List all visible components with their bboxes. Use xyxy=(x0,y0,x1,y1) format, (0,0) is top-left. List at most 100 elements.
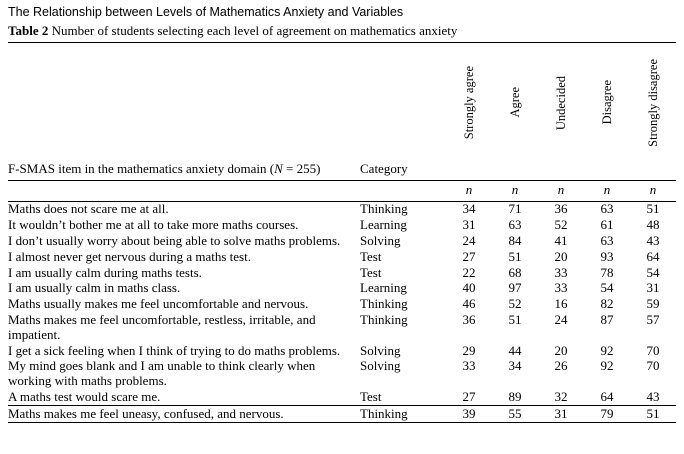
table-row: Maths makes me feel uneasy, confused, an… xyxy=(8,405,676,423)
column-header-item: F-SMAS item in the mathematics anxiety d… xyxy=(8,42,360,181)
count-symbol: n xyxy=(492,180,538,202)
anxiety-table: F-SMAS item in the mathematics anxiety d… xyxy=(8,42,676,424)
count-value: 64 xyxy=(600,389,614,405)
table-body: Maths does not scare me at all. Thinking 3… xyxy=(8,201,676,423)
count-value: 97 xyxy=(508,280,522,296)
table-row: Maths makes me feel uncomfortable, restl… xyxy=(8,312,676,344)
category-text: Solving xyxy=(360,232,401,248)
category-text: Thinking xyxy=(360,201,408,217)
count-value: 70 xyxy=(646,342,660,358)
count-value: 29 xyxy=(462,342,476,358)
count-symbol: n xyxy=(584,180,630,202)
count-value: 55 xyxy=(492,405,538,423)
category-text: Thinking xyxy=(360,312,408,327)
column-header-disagree: Disagree xyxy=(584,42,630,181)
rotated-label: Strongly disagree xyxy=(645,58,660,147)
count-symbol: n xyxy=(446,180,492,202)
table-caption-text: Number of students selecting each level … xyxy=(51,23,458,38)
item-text: I am usually calm in maths class. xyxy=(8,280,181,296)
column-header-strongly-disagree: Strongly disagree xyxy=(630,42,676,181)
category-text: Solving xyxy=(360,358,401,374)
category-text: Test xyxy=(360,248,382,264)
item-text: Maths does not scare me at all. xyxy=(8,201,169,217)
count-value: 93 xyxy=(600,248,614,264)
item-text: My mind goes blank and I am unable to th… xyxy=(8,358,316,389)
count-value: 84 xyxy=(508,232,522,248)
count-value: 52 xyxy=(508,296,522,312)
table-row: It wouldn’t bother me at all to take mor… xyxy=(8,217,676,234)
count-value: 33 xyxy=(554,264,568,280)
item-header-prefix: F-SMAS item in the mathematics anxiety d… xyxy=(8,161,275,177)
count-value: 27 xyxy=(462,389,476,405)
item-text: I almost never get nervous during a math… xyxy=(8,248,251,264)
count-value: 61 xyxy=(600,217,614,233)
category-text: Test xyxy=(360,389,382,405)
category-text: Learning xyxy=(360,217,407,233)
count-symbol: n xyxy=(538,180,584,202)
table-caption: Table 2 Number of students selecting eac… xyxy=(8,23,676,42)
count-value: 52 xyxy=(554,217,568,233)
count-value: 36 xyxy=(462,312,476,327)
table-row: Maths usually makes me feel uncomfortabl… xyxy=(8,296,676,313)
count-value: 78 xyxy=(600,264,614,280)
count-symbol-row: n n n n n xyxy=(8,180,676,202)
table-row: My mind goes blank and I am unable to th… xyxy=(8,359,676,390)
count-value: 26 xyxy=(554,358,568,374)
count-value: 51 xyxy=(508,248,522,264)
column-header-agree: Agree xyxy=(492,42,538,181)
table-row: I get a sick feeling when I think of try… xyxy=(8,343,676,359)
column-header-undecided: Undecided xyxy=(538,42,584,181)
item-text: Maths makes me feel uncomfortable, restl… xyxy=(8,312,316,342)
category-text: Test xyxy=(360,264,382,280)
count-value: 34 xyxy=(508,358,522,374)
count-value: 51 xyxy=(508,312,522,327)
count-value: 71 xyxy=(508,201,522,217)
count-value: 92 xyxy=(600,358,614,374)
count-value: 82 xyxy=(600,296,614,312)
item-text: I get a sick feeling when I think of try… xyxy=(8,342,341,358)
table-row: A maths test would scare me. Test 27 89 32 64… xyxy=(8,389,676,406)
count-value: 79 xyxy=(584,405,630,423)
category-text: Learning xyxy=(360,280,407,296)
rotated-label: Undecided xyxy=(553,75,568,130)
count-value: 33 xyxy=(554,280,568,296)
category-text: Thinking xyxy=(360,296,408,312)
count-value: 63 xyxy=(600,232,614,248)
category-text: Solving xyxy=(360,342,401,358)
count-value: 59 xyxy=(646,296,660,312)
table-caption-label: Table 2 xyxy=(8,23,49,38)
item-text: I am usually calm during maths tests. xyxy=(8,264,202,280)
count-value: 64 xyxy=(646,248,660,264)
count-value: 20 xyxy=(554,248,568,264)
count-value: 43 xyxy=(646,232,660,248)
count-value: 22 xyxy=(462,264,476,280)
count-value: 39 xyxy=(446,405,492,423)
item-text: I don’t usually worry about being able t… xyxy=(8,232,341,248)
count-value: 27 xyxy=(462,248,476,264)
count-value: 89 xyxy=(508,389,522,405)
item-text: It wouldn’t bother me at all to take mor… xyxy=(8,217,299,233)
count-value: 68 xyxy=(508,264,522,280)
count-value: 31 xyxy=(646,280,660,296)
count-value: 40 xyxy=(462,280,476,296)
count-value: 57 xyxy=(646,312,660,327)
item-text: Maths usually makes me feel uncomfortabl… xyxy=(8,296,309,312)
count-value: 33 xyxy=(462,358,476,374)
count-value: 63 xyxy=(508,217,522,233)
count-value: 63 xyxy=(600,201,614,217)
count-value: 20 xyxy=(554,342,568,358)
count-value: 54 xyxy=(646,264,660,280)
table-header-row: F-SMAS item in the mathematics anxiety d… xyxy=(8,42,676,181)
item-text: Maths makes me feel uneasy, confused, an… xyxy=(8,405,360,423)
column-header-category: Category xyxy=(360,42,446,181)
count-value: 31 xyxy=(462,217,476,233)
item-header-n-symbol: N xyxy=(274,161,283,177)
table-row: I don’t usually worry about being able t… xyxy=(8,233,676,249)
count-value: 34 xyxy=(462,201,476,217)
rotated-label: Agree xyxy=(507,87,522,118)
count-value: 92 xyxy=(600,342,614,358)
count-value: 54 xyxy=(600,280,614,296)
count-value: 43 xyxy=(646,389,660,405)
count-value: 87 xyxy=(600,312,614,327)
